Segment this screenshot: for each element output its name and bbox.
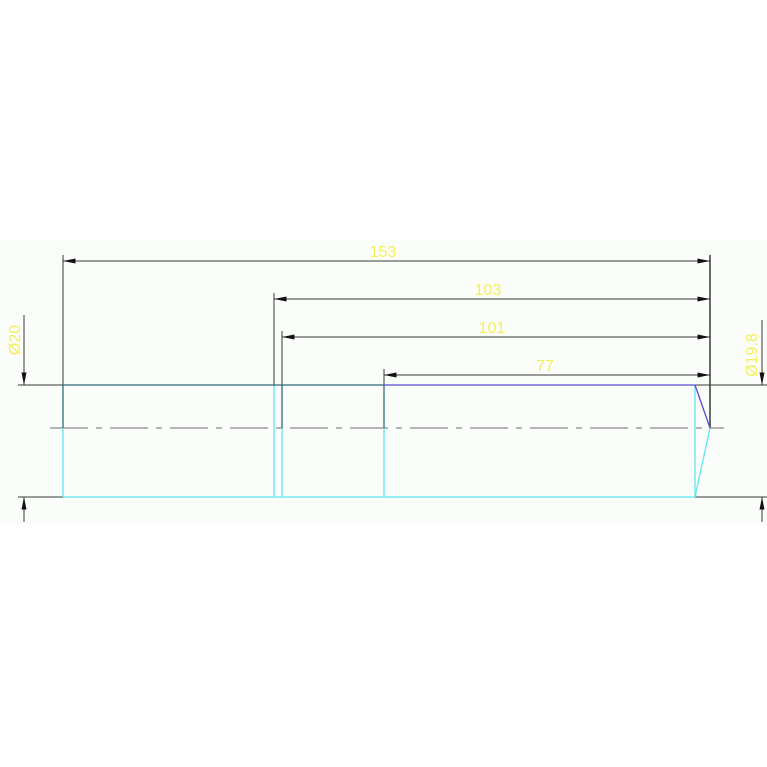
dim-text-101: 101	[479, 320, 506, 337]
dim-text-77: 77	[536, 358, 554, 375]
dim-text-153: 153	[370, 244, 397, 261]
dim-text-dia-right: Ø19.8	[744, 333, 761, 377]
dim-text-103: 103	[475, 282, 502, 299]
shaft-outline	[62, 384, 711, 498]
dim-text-dia-left: Ø20	[7, 325, 24, 355]
extension-lines	[18, 255, 767, 498]
